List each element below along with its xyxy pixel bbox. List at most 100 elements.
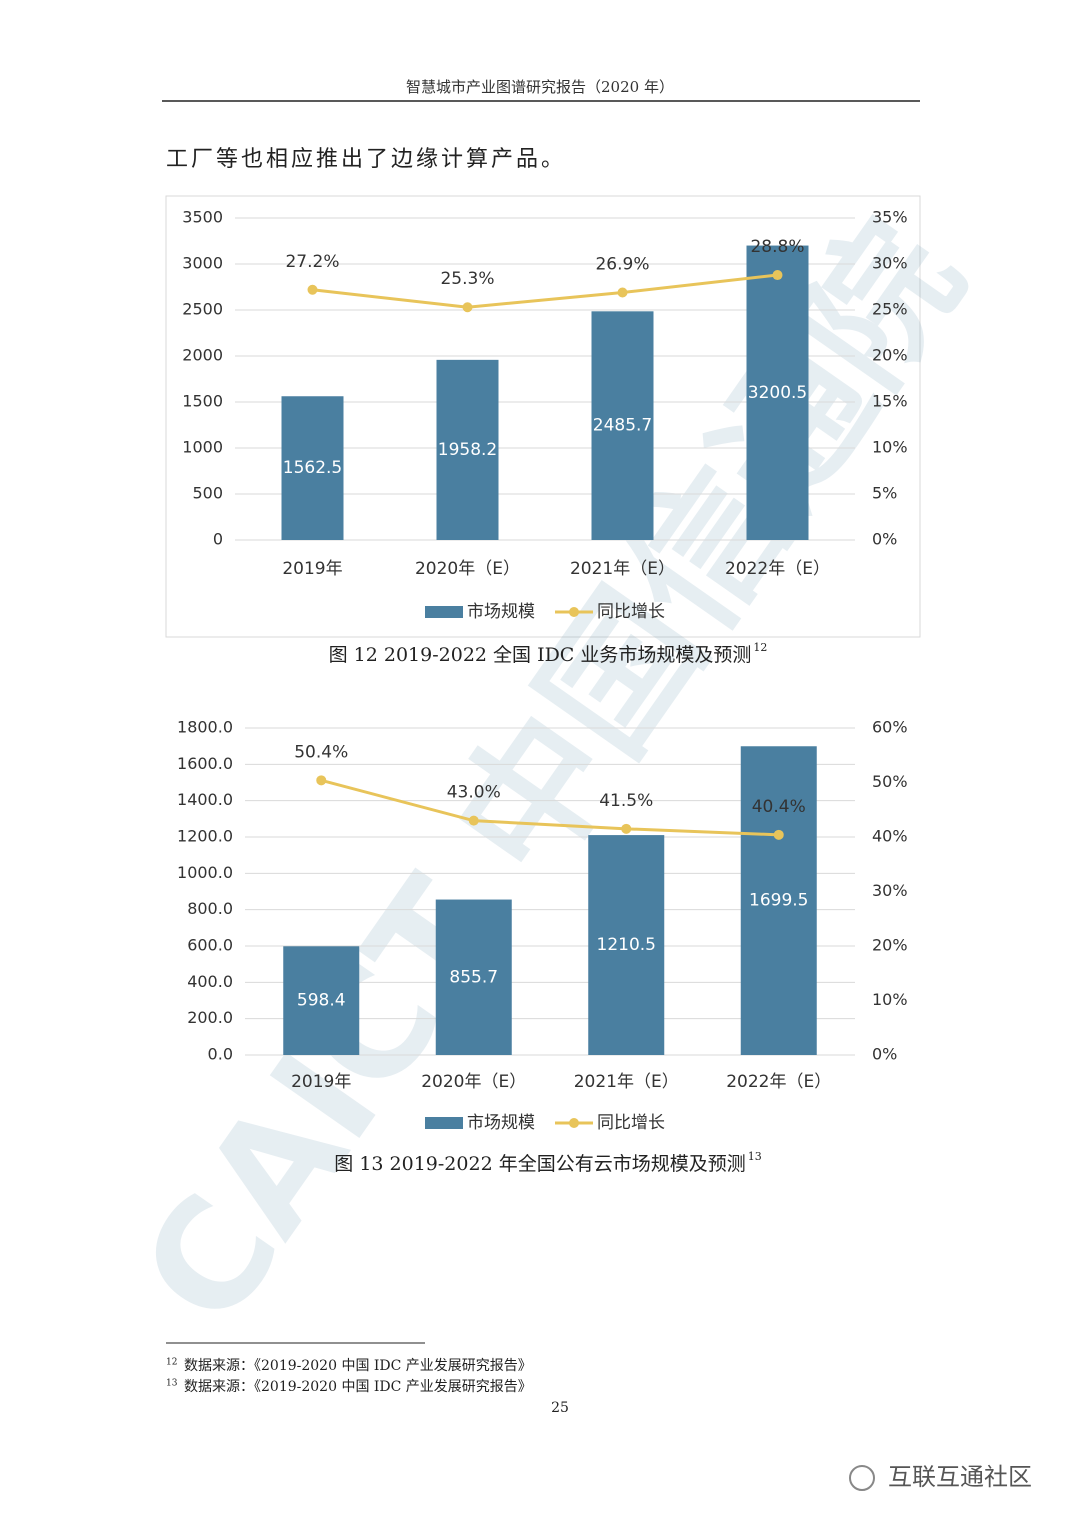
- footnote-text: 数据来源：《2019-2020 中国 IDC 产业发展研究报告》: [184, 1358, 532, 1374]
- legend-label: 市场规模: [467, 602, 535, 622]
- x-tick-label: 2021年（E）: [574, 1072, 679, 1092]
- growth-line: [320, 778, 779, 837]
- y-tick-label: 1400.0: [177, 790, 233, 809]
- growth-line: [312, 273, 778, 309]
- footnote-text: 数据来源：《2019-2020 中国 IDC 产业发展研究报告》: [184, 1379, 532, 1395]
- wechat-icon: [849, 1465, 875, 1491]
- bar: [746, 245, 809, 540]
- bar: [283, 946, 360, 1055]
- growth-value-label: 27.2%: [285, 252, 339, 272]
- growth-point: [468, 815, 479, 826]
- footnote-mark: 13: [166, 1379, 178, 1389]
- growth-point: [307, 284, 318, 295]
- caption-note: 13: [748, 1150, 762, 1163]
- y-tick-label: 0.0: [208, 1045, 233, 1064]
- growth-value-label: 26.9%: [595, 255, 649, 275]
- chart-frame: [165, 195, 921, 638]
- x-tick-label: 2020年（E）: [415, 559, 520, 579]
- bar: [591, 311, 654, 540]
- growth-value-label: 43.0%: [447, 783, 501, 803]
- x-tick-label: 2019年: [291, 1072, 351, 1092]
- y2-tick-label: 30%: [872, 881, 908, 900]
- y2-tick-label: 10%: [872, 990, 908, 1009]
- y-tick-label: 200.0: [187, 1008, 233, 1027]
- growth-point: [462, 302, 473, 313]
- legend-label: 同比增长: [597, 1113, 665, 1133]
- growth-value-label: 40.4%: [752, 797, 806, 817]
- growth-point: [773, 829, 784, 840]
- y2-tick-label: 20%: [872, 936, 908, 955]
- bar-value-label: 1562.5: [283, 458, 342, 478]
- growth-value-label: 50.4%: [294, 742, 348, 762]
- bar: [740, 746, 817, 1055]
- figure-caption: 图 12 2019-2022 全国 IDC 业务市场规模及预测: [329, 644, 752, 666]
- growth-point: [621, 823, 632, 834]
- y2-tick-label: 0%: [872, 530, 897, 549]
- bar: [436, 359, 499, 540]
- y2-tick-label: 30%: [872, 254, 908, 273]
- y2-tick-label: 0%: [872, 1045, 897, 1064]
- background-watermark: CAICT 中国信通院: [109, 193, 995, 1355]
- y2-tick-label: 10%: [872, 438, 908, 457]
- y-tick-label: 500: [192, 484, 223, 503]
- y-tick-label: 1600.0: [177, 754, 233, 773]
- y-tick-label: 1800.0: [177, 718, 233, 737]
- y-tick-label: 2000: [182, 346, 223, 365]
- y-tick-label: 2500: [182, 300, 223, 319]
- watermark: 互联互通社区: [888, 1463, 1032, 1491]
- x-tick-label: 2022年（E）: [726, 1072, 831, 1092]
- legend-swatch: [569, 1118, 579, 1128]
- bar-value-label: 2485.7: [593, 416, 652, 436]
- legend-label: 市场规模: [467, 1113, 535, 1133]
- footnote-mark: 12: [166, 1358, 177, 1368]
- y2-tick-label: 5%: [872, 484, 897, 503]
- y-tick-label: 600.0: [187, 936, 233, 955]
- y-tick-label: 3500: [182, 208, 223, 227]
- y2-tick-label: 40%: [872, 827, 908, 846]
- y-tick-label: 400.0: [187, 972, 233, 991]
- caption-note: 12: [753, 641, 767, 654]
- figure-caption: 图 13 2019-2022 年全国公有云市场规模及预测: [334, 1153, 745, 1175]
- growth-point: [772, 270, 783, 281]
- y-tick-label: 1500: [182, 392, 223, 411]
- bar-value-label: 1699.5: [749, 891, 808, 911]
- legend-swatch: [425, 606, 463, 618]
- legend-swatch: [569, 607, 579, 617]
- bar-value-label: 855.7: [449, 967, 498, 987]
- bar-value-label: 598.4: [297, 991, 346, 1011]
- x-tick-label: 2019年: [282, 559, 342, 579]
- y2-tick-label: 15%: [872, 392, 908, 411]
- y2-tick-label: 35%: [872, 208, 908, 227]
- y2-tick-label: 20%: [872, 346, 908, 365]
- y2-tick-label: 60%: [872, 718, 908, 737]
- growth-point: [617, 287, 628, 298]
- y-tick-label: 1000.0: [177, 863, 233, 882]
- legend-label: 同比增长: [597, 602, 665, 622]
- y-tick-label: 800.0: [187, 899, 233, 918]
- y-tick-label: 3000: [182, 254, 223, 273]
- growth-point: [316, 775, 327, 786]
- growth-value-label: 28.8%: [750, 237, 804, 257]
- y-tick-label: 1000: [182, 438, 223, 457]
- x-tick-label: 2020年（E）: [421, 1072, 526, 1092]
- y2-tick-label: 25%: [872, 300, 908, 319]
- bar-value-label: 3200.5: [748, 383, 807, 403]
- bar: [281, 396, 344, 540]
- y-tick-label: 0: [213, 530, 223, 549]
- bar-value-label: 1210.5: [597, 935, 656, 955]
- y2-tick-label: 50%: [872, 772, 908, 791]
- x-tick-label: 2021年（E）: [570, 559, 675, 579]
- header-title: 智慧城市产业图谱研究报告（2020 年）: [406, 78, 674, 96]
- bar-value-label: 1958.2: [438, 440, 497, 460]
- x-tick-label: 2022年（E）: [725, 559, 830, 579]
- bar: [435, 899, 512, 1055]
- body-text: 工厂等也相应推出了边缘计算产品。: [166, 147, 566, 172]
- legend-swatch: [425, 1117, 463, 1129]
- y-tick-label: 1200.0: [177, 827, 233, 846]
- growth-value-label: 41.5%: [599, 791, 653, 811]
- bar: [588, 835, 665, 1055]
- growth-value-label: 25.3%: [440, 269, 494, 289]
- page-number: 25: [551, 1400, 569, 1416]
